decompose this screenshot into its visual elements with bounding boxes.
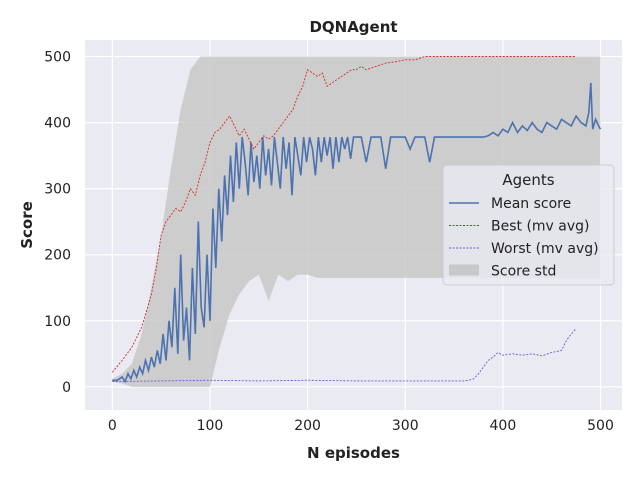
mean-score-line xyxy=(112,82,602,384)
std-band xyxy=(112,56,601,387)
x-axis-label: N episodes xyxy=(307,444,400,462)
x-tick-label: 200 xyxy=(294,418,321,434)
legend-item-mean: Mean score xyxy=(491,196,571,212)
y-tick-label: 100 xyxy=(44,314,71,330)
legend: Agents Mean score Best (mv avg) Worst (mv … xyxy=(442,164,615,286)
x-tick-label: 500 xyxy=(587,418,614,434)
legend-item-worst: Worst (mv avg) xyxy=(491,241,599,257)
x-tick-label: 100 xyxy=(197,418,224,434)
y-tick-label: 500 xyxy=(44,50,71,66)
series-lines-layer xyxy=(111,56,602,384)
y-tick-label: 200 xyxy=(44,248,71,264)
y-tick-label: 0 xyxy=(62,380,71,396)
y-tick-label: 300 xyxy=(44,182,71,198)
x-tick-label: 0 xyxy=(108,418,117,434)
y-tick-label: 400 xyxy=(44,116,71,132)
legend-items: Mean score Best (mv avg) Worst (mv avg) Sco… xyxy=(449,196,599,280)
std-band-layer xyxy=(112,56,601,387)
axis-ticks: 0 100 200 300 400 500 0 100 200 300 400 500 xyxy=(44,50,614,434)
worst-line xyxy=(112,328,577,383)
legend-box xyxy=(442,164,615,286)
best-line xyxy=(111,56,577,373)
legend-swatch-std xyxy=(449,264,479,276)
x-tick-label: 400 xyxy=(490,418,517,434)
legend-item-std: Score std xyxy=(491,264,556,280)
chart-title: DQNAgent xyxy=(309,18,397,36)
legend-title: Agents xyxy=(502,171,554,189)
y-axis-label: Score xyxy=(18,201,36,249)
x-tick-label: 300 xyxy=(392,418,419,434)
legend-item-best: Best (mv avg) xyxy=(491,219,590,235)
